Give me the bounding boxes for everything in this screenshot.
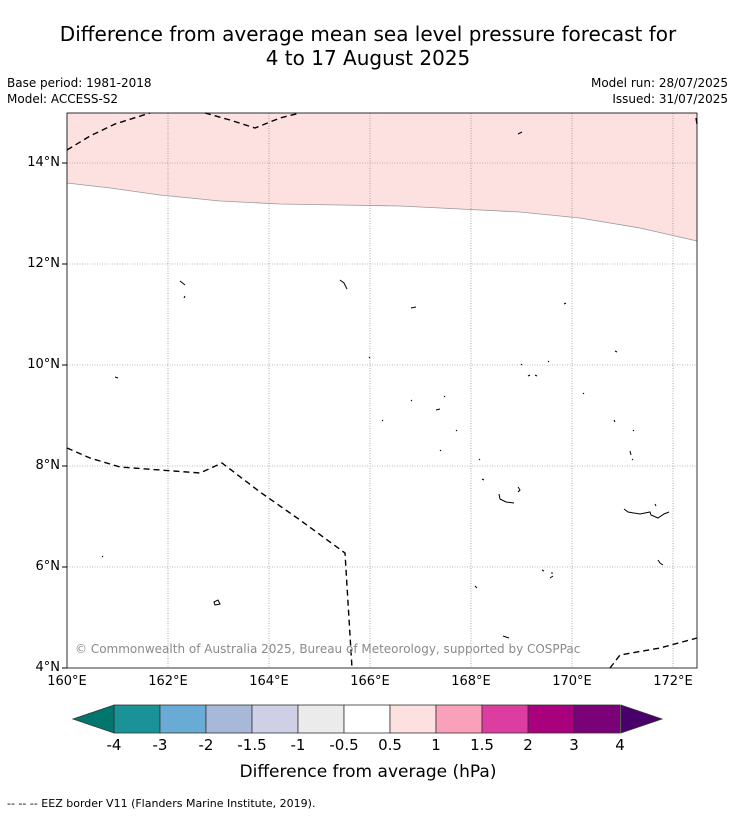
colorbar-label: -3 [152,736,168,754]
lat-label-10n: 10°N [27,357,60,372]
islands [101,131,670,639]
meta-left: Base period: 1981-2018 Model: ACCESS-S2 [7,75,152,107]
lat-label-12n: 12°N [27,256,60,271]
colorbar-label: -0.5 [329,736,359,754]
lat-label-8n: 8°N [35,458,61,473]
map-panel: © Commonwealth of Australia 2025, Bureau… [62,112,698,669]
colorbar-cell [527,704,575,734]
map-frame [66,112,698,669]
colorbar-label: -1 [290,736,306,754]
colorbar [71,704,664,734]
colorbar-high-extend [620,704,664,734]
colorbar-label: 1.5 [470,736,494,754]
lon-label-164e: 164°E [249,674,289,689]
colorbar-label: -1.5 [237,736,267,754]
colorbar-cell [159,704,207,734]
positive-anomaly-region [67,113,697,241]
lon-label-170e: 170°E [552,674,592,689]
colorbar-cell [573,704,621,734]
title-line-1: Difference from average mean sea level p… [59,22,677,46]
colorbar-cell [205,704,253,734]
issued-date: Issued: 31/07/2025 [612,92,728,106]
lon-label-160e: 160°E [47,674,87,689]
colorbar-cell [343,704,391,734]
colorbar-cell [389,704,437,734]
lon-label-162e: 162°E [148,674,188,689]
colorbar-cell [113,704,161,734]
lat-label-4n: 4°N [35,660,61,675]
lat-label-6n: 6°N [35,559,61,574]
lat-label-14n: 14°N [27,155,60,170]
colorbar-label: -4 [106,736,122,754]
colorbar-cell [297,704,345,734]
colorbar-label: 0.5 [378,736,402,754]
colorbar-label: 2 [523,736,533,754]
colorbar-label: 1 [431,736,441,754]
colorbar-low-extend [71,704,115,734]
colorbar-cell [251,704,299,734]
lon-label-166e: 166°E [350,674,390,689]
colorbar-label: 4 [615,736,625,754]
base-period: Base period: 1981-2018 [7,76,152,90]
colorbar-cell [435,704,483,734]
model-name: Model: ACCESS-S2 [7,92,119,106]
colorbar-title: Difference from average (hPa) [239,762,497,782]
model-run: Model run: 28/07/2025 [590,76,728,90]
eez-footnote: -- -- -- EEZ border V11 (Flanders Marine… [7,797,316,810]
colorbar-cell [481,704,529,734]
title-line-2: 4 to 17 August 2025 [265,46,471,70]
colorbar-label: 3 [569,736,579,754]
lon-label-172e: 172°E [653,674,693,689]
tick-marks [62,162,67,669]
colorbar-label: -2 [198,736,214,754]
meta-right: Model run: 28/07/2025 Issued: 31/07/2025 [591,75,728,107]
lon-label-168e: 168°E [451,674,491,689]
chart-title: Difference from average mean sea level p… [0,22,736,70]
copyright-notice: © Commonwealth of Australia 2025, Bureau… [75,642,580,656]
